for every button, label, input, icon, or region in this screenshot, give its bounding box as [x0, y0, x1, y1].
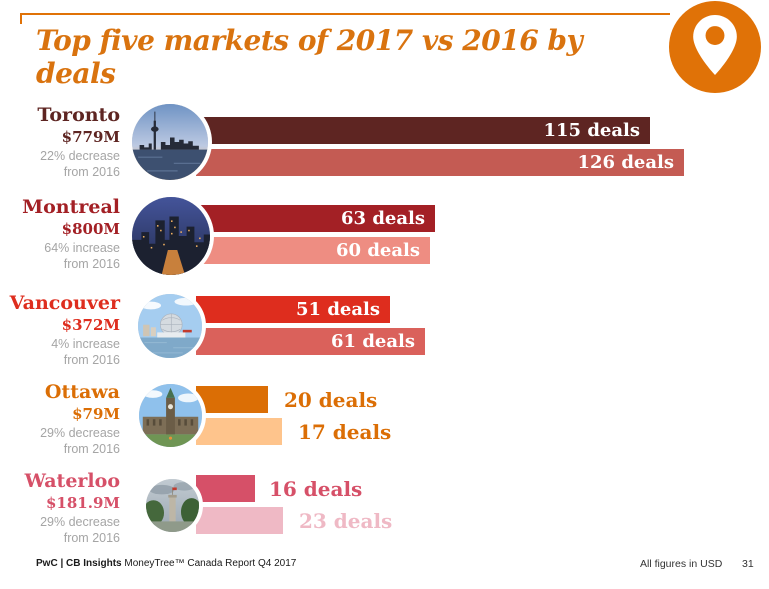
- report-attribution: PwC | CB Insights MoneyTree™ Canada Repo…: [36, 558, 296, 569]
- change-line1: 22% decrease: [40, 148, 120, 163]
- change-line2: from 2016: [63, 441, 120, 456]
- bar-ottawa-2017: [196, 386, 268, 413]
- change-line1: 29% decrease: [40, 514, 120, 529]
- bar-ottawa-2016: [196, 418, 282, 445]
- city-funding: $181.9M: [45, 493, 120, 512]
- city-change: 22% decrease from 2016: [0, 148, 120, 180]
- bar-value-label: 51 deals: [296, 299, 380, 320]
- page-number: 31: [742, 558, 754, 570]
- city-funding: $800M: [61, 219, 120, 238]
- bar-value-label: 63 deals: [341, 208, 425, 229]
- city-change: 4% increase from 2016: [0, 336, 120, 368]
- location-pin-badge: [669, 1, 761, 93]
- city-name: Toronto: [37, 104, 120, 126]
- bar-value-label: 60 deals: [336, 240, 420, 261]
- change-line2: from 2016: [63, 256, 120, 271]
- location-pin-icon: [693, 14, 737, 80]
- bar-value-label: 115 deals: [543, 120, 640, 141]
- bar-waterloo-2017: [196, 475, 255, 502]
- currency-note: All figures in USD: [640, 558, 723, 570]
- header-rule: [20, 13, 670, 24]
- bar-waterloo-2016: [196, 507, 283, 534]
- bar-value-label: 23 deals: [299, 509, 393, 533]
- market-label-toronto: Toronto $779M 22% decrease from 2016: [0, 104, 120, 180]
- change-line1: 4% increase: [51, 336, 120, 351]
- city-name: Waterloo: [24, 470, 120, 492]
- city-change: 29% decrease from 2016: [0, 514, 120, 546]
- toronto-skyline-photo: [128, 100, 212, 184]
- ottawa-parliament-photo: [135, 380, 206, 451]
- city-change: 29% decrease from 2016: [0, 425, 120, 457]
- market-label-waterloo: Waterloo $181.9M 29% decrease from 2016: [0, 470, 120, 546]
- bar-value-label: 20 deals: [284, 388, 378, 412]
- change-line2: from 2016: [63, 530, 120, 545]
- city-name: Montreal: [22, 196, 120, 218]
- bar-vancouver-2016: 61 deals: [196, 328, 425, 355]
- waterloo-cenotaph-photo: [142, 475, 203, 536]
- bar-toronto-2016: 126 deals: [196, 149, 684, 176]
- city-name: Vancouver: [9, 292, 120, 314]
- vancouver-science-world-photo: [134, 290, 206, 362]
- montreal-skyline-photo: [128, 193, 214, 279]
- bar-value-label: 61 deals: [331, 331, 415, 352]
- bar-vancouver-2017: 51 deals: [196, 296, 390, 323]
- city-name: Ottawa: [44, 381, 120, 403]
- bar-montreal-2016: 60 deals: [196, 237, 430, 264]
- page-title: Top five markets of 2017 vs 2016 by deal…: [36, 24, 583, 90]
- market-label-montreal: Montreal $800M 64% increase from 2016: [0, 196, 120, 272]
- city-funding: $779M: [61, 127, 120, 146]
- change-line2: from 2016: [63, 164, 120, 179]
- bar-value-label: 17 deals: [298, 420, 392, 444]
- bar-value-label: 126 deals: [577, 152, 674, 173]
- change-line1: 64% increase: [44, 240, 120, 255]
- bar-toronto-2017: 115 deals: [196, 117, 650, 144]
- city-funding: $79M: [72, 404, 120, 423]
- city-funding: $372M: [61, 315, 120, 334]
- market-label-vancouver: Vancouver $372M 4% increase from 2016: [0, 292, 120, 368]
- market-label-ottawa: Ottawa $79M 29% decrease from 2016: [0, 381, 120, 457]
- change-line2: from 2016: [63, 352, 120, 367]
- bar-montreal-2017: 63 deals: [196, 205, 435, 232]
- change-line1: 29% decrease: [40, 425, 120, 440]
- bar-value-label: 16 deals: [269, 477, 363, 501]
- brand-name: PwC | CB Insights: [36, 558, 122, 569]
- report-title: MoneyTree™ Canada Report Q4 2017: [121, 558, 297, 569]
- city-change: 64% increase from 2016: [0, 240, 120, 272]
